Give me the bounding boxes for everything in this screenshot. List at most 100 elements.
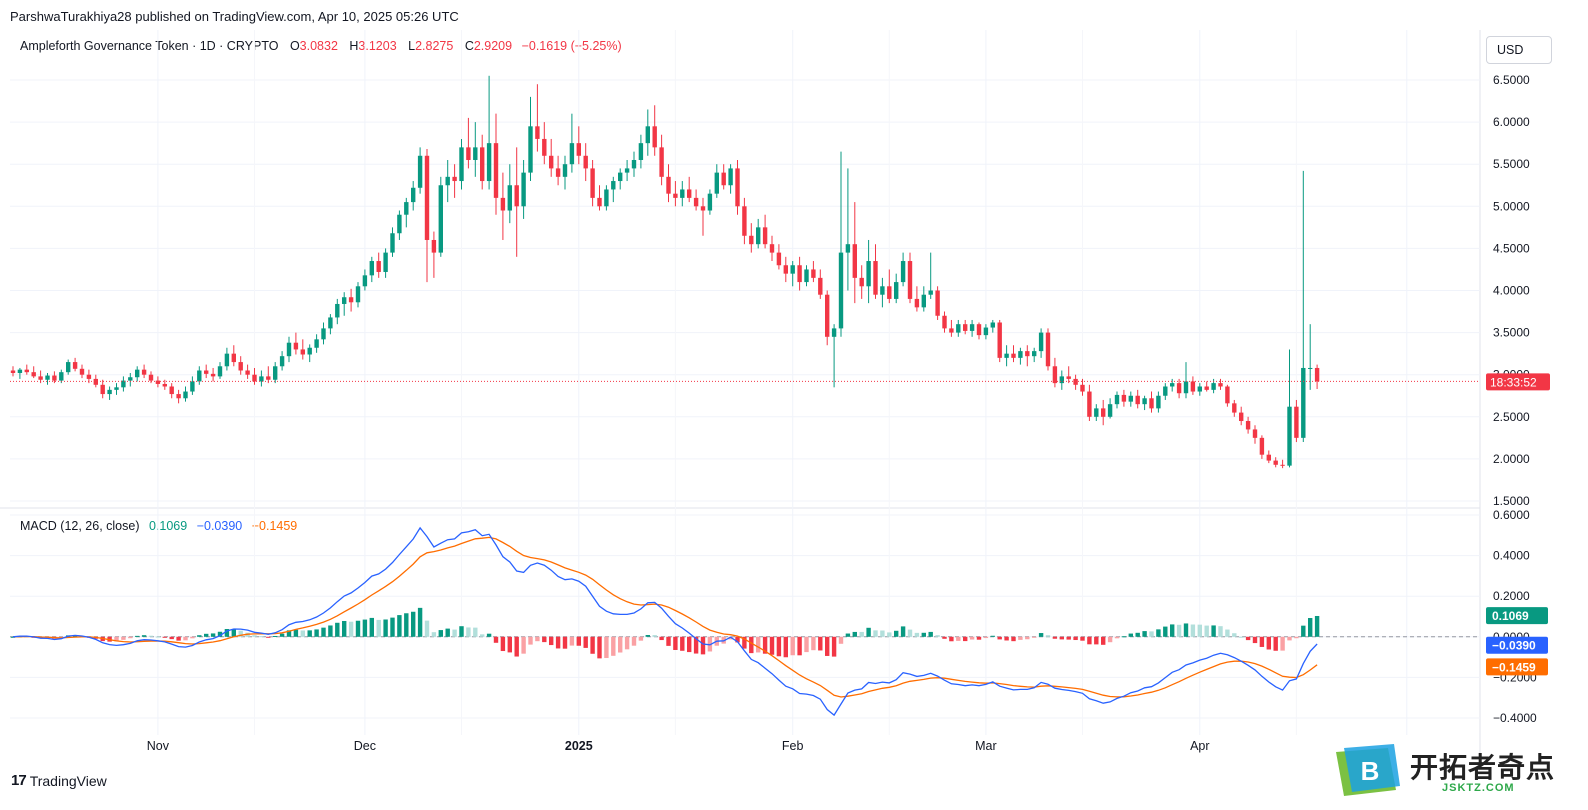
macd-histogram-bar bbox=[135, 635, 140, 637]
open-label: O bbox=[289, 39, 300, 53]
macd-histogram-bar bbox=[963, 636, 968, 642]
candle-body bbox=[197, 370, 202, 382]
macd-histogram-bar bbox=[121, 636, 126, 640]
candle-body bbox=[1190, 381, 1196, 392]
macd-histogram-value: 0.1069 bbox=[148, 519, 188, 533]
candle-body bbox=[348, 297, 354, 303]
candle-body bbox=[700, 206, 706, 211]
macd-histogram-bar bbox=[804, 636, 809, 653]
macd-histogram-bar bbox=[894, 630, 899, 637]
candle-body bbox=[231, 353, 236, 363]
macd-histogram-bar bbox=[1301, 625, 1306, 637]
macd-histogram-bar bbox=[293, 629, 299, 637]
candle-body bbox=[811, 269, 816, 278]
macd-histogram-bar bbox=[631, 636, 637, 646]
macd-histogram-bar bbox=[666, 636, 671, 646]
candle-body bbox=[266, 376, 271, 380]
candle-body bbox=[424, 155, 430, 240]
macd-histogram-bar bbox=[880, 630, 885, 637]
macd-histogram-bar bbox=[390, 617, 395, 637]
macd-histogram-bar bbox=[1294, 636, 1299, 639]
macd-histogram-bar bbox=[1287, 636, 1292, 641]
candle-body bbox=[1245, 421, 1251, 430]
price-tick-label: 2.0000 bbox=[1493, 452, 1530, 466]
macd-histogram-bar bbox=[224, 629, 230, 637]
macd-histogram-bar bbox=[1232, 633, 1237, 637]
macd-histogram-bar bbox=[611, 636, 616, 656]
macd-signal-badge bbox=[1486, 658, 1548, 676]
macd-histogram-bar bbox=[1156, 629, 1161, 637]
candle-body bbox=[507, 185, 512, 211]
macd-histogram-bar bbox=[638, 636, 644, 641]
candle-body bbox=[459, 147, 464, 182]
macd-histogram-bar bbox=[480, 634, 485, 637]
candle-body bbox=[604, 189, 609, 207]
time-tick-label: Nov bbox=[147, 739, 170, 753]
candle-body bbox=[1266, 454, 1271, 461]
macd-histogram-bar bbox=[404, 613, 409, 637]
macd-histogram-bar bbox=[1094, 636, 1099, 645]
candle-body bbox=[638, 143, 644, 160]
macd-histogram-bar bbox=[514, 636, 519, 657]
macd-histogram-bar bbox=[1204, 625, 1209, 637]
candle-body bbox=[659, 147, 664, 177]
tradingview-logo[interactable]: 17 TradingView bbox=[11, 772, 107, 789]
tradingview-mark-icon: 17 bbox=[11, 772, 27, 789]
macd-histogram-bar bbox=[735, 636, 740, 643]
macd-histogram-bar bbox=[818, 636, 823, 651]
macd-histogram-bar bbox=[314, 629, 319, 637]
candle-body bbox=[204, 370, 209, 374]
candle-body bbox=[52, 375, 57, 381]
macd-histogram-bar bbox=[1190, 624, 1196, 637]
candle-body bbox=[1280, 464, 1285, 466]
macd-histogram-bar bbox=[576, 636, 581, 646]
candle-body bbox=[217, 366, 223, 377]
candle-body bbox=[1225, 386, 1230, 404]
macd-histogram-bar bbox=[949, 636, 954, 642]
macd-histogram-bar bbox=[335, 622, 340, 637]
publisher-line: ParshwaTurakhiya28 published on TradingV… bbox=[10, 9, 459, 24]
candle-body bbox=[735, 168, 740, 207]
open-value: 3.0832 bbox=[299, 39, 338, 53]
macd-histogram-bar bbox=[1052, 636, 1058, 639]
candle-body bbox=[259, 376, 264, 382]
candle-body bbox=[997, 322, 1002, 358]
macd-histogram-bar bbox=[742, 636, 747, 649]
macd-histogram-bar bbox=[466, 627, 471, 637]
candle-body bbox=[921, 294, 926, 308]
candle-body bbox=[1156, 395, 1161, 409]
candle-body bbox=[887, 286, 892, 299]
macd-histogram-bar bbox=[762, 636, 768, 654]
candle-body bbox=[535, 126, 540, 139]
watermark-chinese-text: 开拓者奇点 bbox=[1410, 752, 1556, 783]
candle-body bbox=[355, 286, 361, 303]
candle-body bbox=[31, 372, 36, 377]
candle-body bbox=[114, 387, 119, 390]
candle-body bbox=[273, 366, 278, 380]
macd-histogram-bar bbox=[169, 636, 174, 640]
candle-body bbox=[1218, 383, 1223, 387]
macd-histogram-bar bbox=[1142, 631, 1147, 637]
macd-histogram-bar bbox=[1087, 636, 1092, 645]
candle-body bbox=[562, 164, 568, 177]
macd-tick-label: 0.2000 bbox=[1493, 589, 1530, 603]
macd-histogram-bar bbox=[231, 628, 236, 637]
macd-histogram-bar bbox=[1066, 636, 1071, 640]
macd-histogram-bar bbox=[907, 629, 913, 637]
macd-histogram-bar bbox=[1239, 636, 1244, 638]
candle-body bbox=[135, 369, 140, 378]
candle-body bbox=[1004, 353, 1009, 358]
macd-histogram-bar bbox=[1025, 636, 1030, 640]
candle-body bbox=[1252, 429, 1258, 438]
candle-body bbox=[397, 214, 402, 234]
candle-body bbox=[1107, 404, 1113, 417]
candle-body bbox=[624, 168, 630, 173]
candle-body bbox=[286, 342, 292, 357]
currency-selector[interactable]: USD bbox=[1486, 36, 1552, 64]
macd-line-badge bbox=[1486, 636, 1548, 654]
macd-histogram-bar bbox=[769, 636, 775, 655]
candle-body bbox=[942, 315, 947, 329]
candle-body bbox=[1011, 353, 1016, 358]
macd-histogram-bar bbox=[369, 617, 374, 637]
